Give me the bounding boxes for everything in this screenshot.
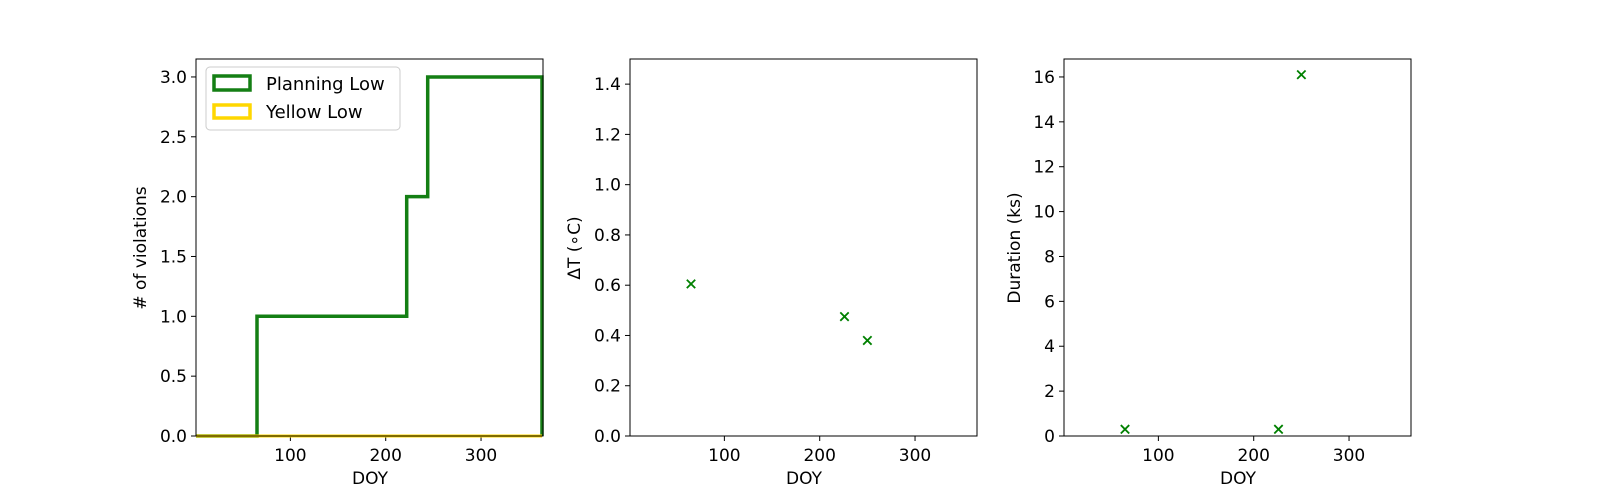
chart-1-ytick-label: 3.0 (160, 68, 187, 88)
legend-frame (205, 66, 401, 131)
chart-3-ylabel: Duration (ks) (1005, 192, 1025, 303)
legend-label-yellow-low: Yellow Low (265, 102, 363, 123)
chart-3-data-point (1296, 69, 1307, 80)
legend-label-planning-low: Planning Low (266, 74, 385, 95)
chart-2-axes-layer: 100 200 300 0.0 0.2 0.4 0.6 0.8 1.0 1.2 1.4 (594, 58, 978, 466)
chart-1-axes-layer: 100 200 300 0.0 0.5 1.0 1.5 2.0 2.5 3.0 (160, 58, 544, 466)
legend-swatch-planning-low (212, 74, 252, 92)
chart-1-ytick-label: 2.5 (160, 128, 187, 148)
chart-1-xtick-label: 200 (369, 446, 401, 466)
chart-3-xlabel: DOY (1220, 469, 1257, 489)
x-marker-stroke-b (686, 279, 696, 289)
chart-1-ytick-label: 1.0 (160, 307, 187, 327)
violations-step-chart: # of violations DOY 100 200 300 0.0 0.5 1.0 1.… (131, 58, 544, 489)
chart-2-ytick-label: 1.2 (594, 125, 621, 145)
chart-2-xtick-label: 200 (803, 446, 835, 466)
x-marker-stroke-b (839, 311, 850, 322)
chart-1-xtick-label: 300 (465, 446, 497, 466)
chart-3-ytick-label: 6 (1044, 292, 1055, 312)
chart-1-ylabel: # of violations (131, 186, 151, 309)
x-marker-stroke-b (1120, 424, 1130, 435)
chart-3-data-point (1273, 424, 1284, 435)
chart-2-axes-frame (629, 58, 978, 437)
chart-2-ytick-label: 0.0 (594, 427, 621, 447)
chart-1-xtick-label: 100 (274, 446, 306, 466)
chart-2-xtick-label: 100 (708, 446, 740, 466)
chart-3-ytick-label: 8 (1044, 247, 1055, 267)
chart-2-ytick-label: 0.2 (594, 377, 621, 397)
delta-t-scatter-chart: ΔT (∘C) DOY 100 200 3000.00.20.40.60.81.01… (565, 58, 978, 489)
chart-2-data-point (686, 279, 696, 289)
legend-swatch-yellow-low (212, 103, 252, 120)
chart-2-ytick-label: 1.0 (594, 176, 621, 196)
chart-3-ytick-label: 0 (1044, 427, 1055, 447)
x-marker-stroke-b (1296, 69, 1307, 80)
chart-1-ytick-label: 2.0 (160, 188, 187, 208)
chart-2-ytick-label: 1.4 (594, 75, 621, 95)
chart-1-axes-frame (195, 58, 544, 437)
chart-3-data-point (1120, 424, 1130, 435)
duration-scatter-chart: Duration (ks) DOY 100 200 300 0 2 4 6 8 10 12 14 16 (1005, 58, 1412, 489)
chart-3-axes-layer: 100 200 300 0 2 4 6 8 10 12 14 16 (1033, 58, 1412, 466)
chart-3-xtick-label: 200 (1237, 446, 1269, 466)
chart-3-ytick-label: 16 (1033, 68, 1055, 88)
chart-3-axes-frame (1063, 58, 1412, 437)
chart-2-ylabel: ΔT (∘C) (565, 216, 585, 279)
chart-2-ytick-label: 0.6 (594, 276, 621, 296)
x-marker-stroke-b (862, 335, 873, 346)
chart-2-ylabel-unit: ∘C) (565, 216, 585, 245)
chart-3-ytick-label: 4 (1044, 337, 1055, 357)
chart-2-data-point (839, 311, 850, 322)
chart-1-ytick-label: 1.5 (160, 247, 187, 267)
chart-2-ytick-label: 0.4 (594, 326, 621, 346)
chart-2-ylabel-text: ΔT ( (565, 246, 585, 280)
legend: Planning Low Yellow Low (205, 66, 401, 131)
chart-3-xtick-label: 300 (1333, 446, 1365, 466)
chart-2-xtick-label: 300 (899, 446, 931, 466)
chart-3-ytick-label: 12 (1033, 158, 1055, 178)
chart-3-ytick-label: 2 (1044, 382, 1055, 402)
x-marker-stroke-b (1273, 424, 1284, 435)
chart-1-ytick-label: 0.5 (160, 367, 187, 387)
series-planning-low-step (196, 75, 544, 438)
chart-3-xtick-label: 100 (1142, 446, 1174, 466)
chart-1-ytick-label: 0.0 (160, 427, 187, 447)
chart-2-data-point (862, 335, 873, 346)
chart-1-xlabel: DOY (352, 469, 389, 489)
chart-2-ytick-label: 0.8 (594, 226, 621, 246)
chart-2-xlabel: DOY (786, 469, 823, 489)
chart-3-ytick-label: 14 (1033, 113, 1055, 133)
chart-3-ytick-label: 10 (1033, 203, 1055, 223)
